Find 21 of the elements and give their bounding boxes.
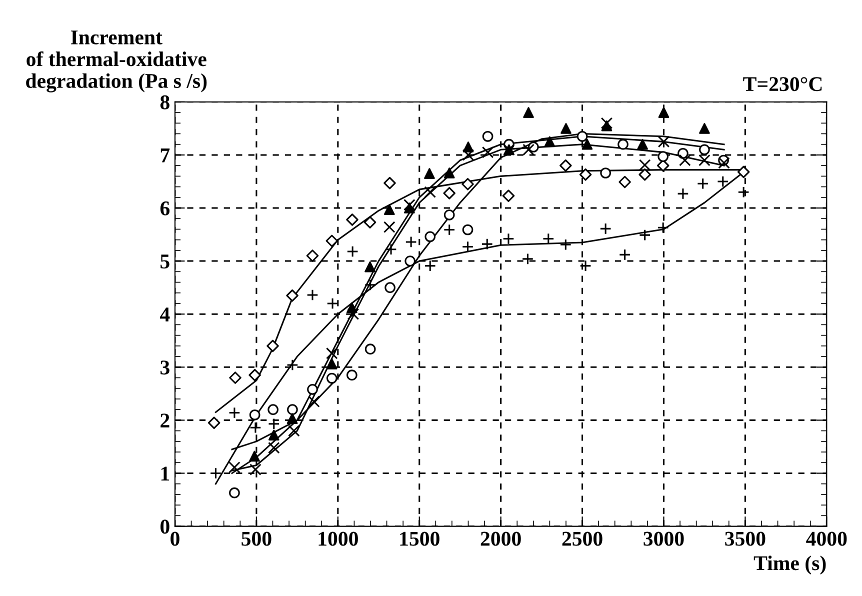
x-tick-label: 3500 xyxy=(725,532,766,546)
y-tick-label: 7 xyxy=(160,148,170,162)
x-tick-label: 4000 xyxy=(806,532,847,546)
x-axis-title: Time (s) xyxy=(754,556,826,574)
x-tick-label: 2500 xyxy=(562,532,602,546)
y-axis-title: Increment of thermal-oxidative degradation (Pa s /s) xyxy=(26,30,207,92)
y-tick-label: 2 xyxy=(160,414,170,428)
y-tick-label: 1 xyxy=(161,466,170,480)
x-tick-label: 3000 xyxy=(644,532,684,546)
y-tick-label: 6 xyxy=(160,201,170,216)
x-tick-label: 1500 xyxy=(400,532,440,546)
text: T=230°C xyxy=(743,77,822,92)
y-tick-label: 4 xyxy=(160,308,170,322)
y-tick-label: 8 xyxy=(160,95,170,110)
x-tick-label: 2000 xyxy=(480,532,521,546)
y-tick-label: 5 xyxy=(160,254,170,268)
x-tick-label: 500 xyxy=(242,532,272,546)
y-tick-label: 0 xyxy=(160,520,170,534)
x-tick-label: 1000 xyxy=(318,532,358,546)
x-tick-label: 0 xyxy=(170,532,180,546)
y-tick-label: 3 xyxy=(160,360,170,375)
